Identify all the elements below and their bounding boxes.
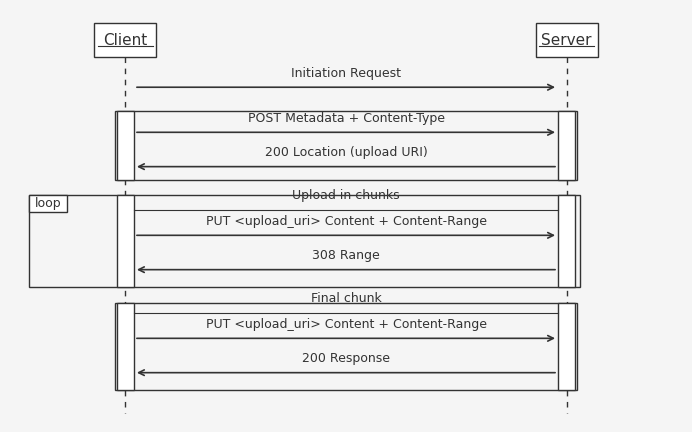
Bar xyxy=(536,23,598,57)
Text: Final chunk: Final chunk xyxy=(311,292,381,305)
Bar xyxy=(117,111,134,180)
Text: 308 Range: 308 Range xyxy=(312,249,380,262)
Bar xyxy=(29,195,581,287)
Text: PUT <upload_uri> Content + Content-Range: PUT <upload_uri> Content + Content-Range xyxy=(206,318,486,330)
Text: Upload in chunks: Upload in chunks xyxy=(292,189,400,202)
Text: Client: Client xyxy=(103,32,147,48)
Bar xyxy=(29,195,67,212)
Bar xyxy=(115,303,577,390)
Bar xyxy=(117,195,134,287)
Text: 200 Response: 200 Response xyxy=(302,352,390,365)
Text: loop: loop xyxy=(35,197,61,210)
Text: POST Metadata + Content-Type: POST Metadata + Content-Type xyxy=(248,111,444,124)
Bar xyxy=(558,303,575,390)
Bar xyxy=(558,111,575,180)
Text: 200 Location (upload URI): 200 Location (upload URI) xyxy=(264,146,428,159)
Text: Initiation Request: Initiation Request xyxy=(291,67,401,79)
Bar xyxy=(115,111,577,180)
Text: Server: Server xyxy=(541,32,592,48)
Bar xyxy=(94,23,156,57)
Bar xyxy=(558,195,575,287)
Bar xyxy=(117,303,134,390)
Text: PUT <upload_uri> Content + Content-Range: PUT <upload_uri> Content + Content-Range xyxy=(206,215,486,228)
